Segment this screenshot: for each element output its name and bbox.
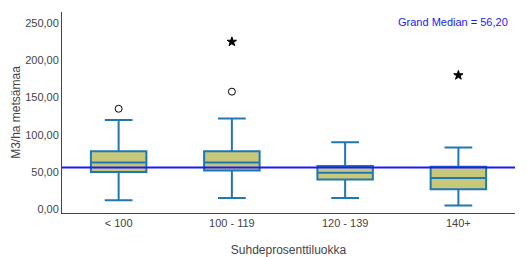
svg-text:50,00: 50,00 (31, 166, 59, 178)
svg-text:150,00: 150,00 (25, 91, 59, 103)
svg-text:200,00: 200,00 (25, 54, 59, 66)
svg-text:250,00: 250,00 (25, 17, 59, 29)
svg-text:140+: 140+ (446, 217, 471, 229)
svg-text:M3/ha metsämaa: M3/ha metsämaa (9, 66, 23, 159)
svg-text:120 - 139: 120 - 139 (322, 217, 368, 229)
svg-text:0,00: 0,00 (37, 203, 58, 215)
svg-text:100 - 119: 100 - 119 (209, 217, 255, 229)
svg-text:Suhdeprosenttiluokka: Suhdeprosenttiluokka (231, 243, 347, 257)
svg-text:Grand Median = 56,20: Grand Median = 56,20 (398, 16, 508, 28)
svg-text:< 100: < 100 (105, 217, 133, 229)
svg-text:100,00: 100,00 (25, 129, 59, 141)
